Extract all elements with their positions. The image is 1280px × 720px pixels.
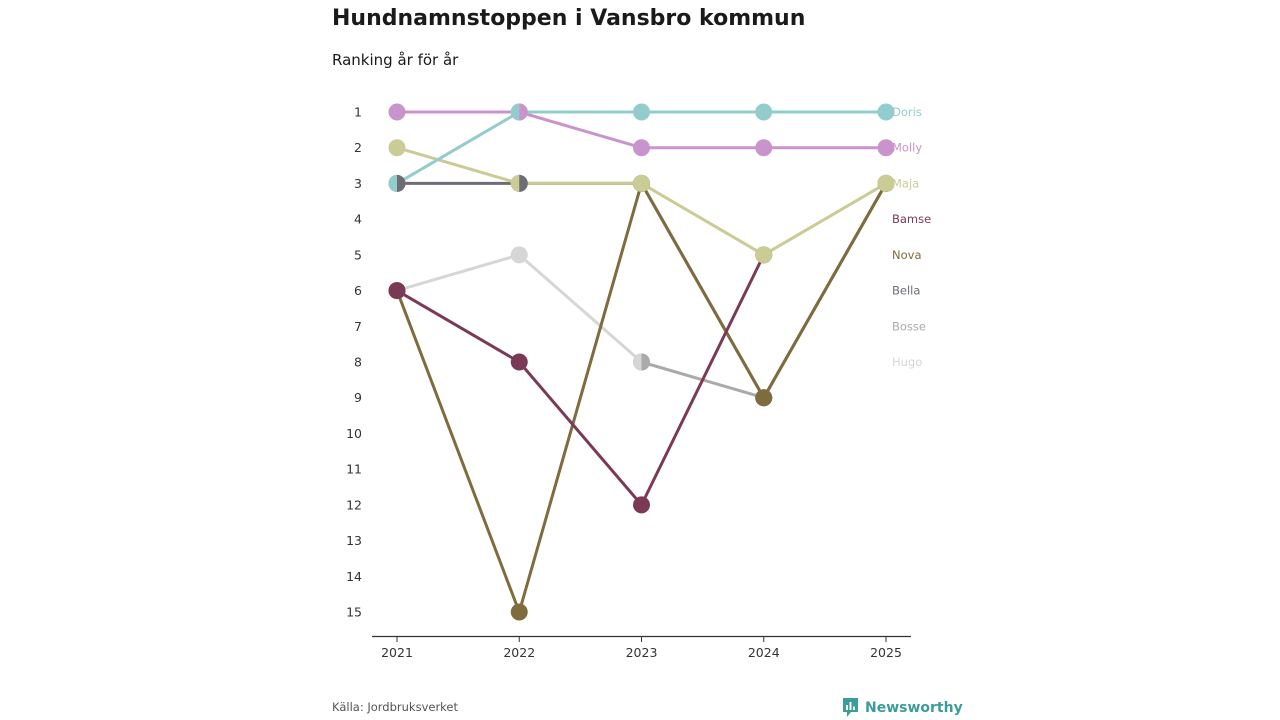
point-molly-2025 (877, 139, 895, 157)
point-overlap-right-2021-3 (397, 174, 406, 192)
x-tick-label-2022: 2022 (503, 645, 535, 660)
source-note: Källa: Jordbruksverket (332, 700, 459, 714)
point-bamse-2021 (388, 282, 406, 300)
point-overlap-left-2022-1 (510, 103, 520, 121)
y-tick-label-4: 4 (354, 212, 362, 227)
y-tick-label-6: 6 (354, 283, 362, 298)
point-molly-2024 (755, 139, 773, 157)
end-label-bamse: Bamse (892, 212, 931, 226)
point-overlap-left-2023-8 (633, 353, 642, 371)
point-nova-2024 (755, 389, 773, 407)
y-tick-label-15: 15 (346, 605, 362, 620)
end-label-maja: Maja (892, 176, 919, 190)
series-line-maja (395, 146, 888, 257)
point-doris-2023 (633, 103, 650, 121)
y-tick-label-12: 12 (346, 497, 362, 512)
y-tick-label-13: 13 (346, 533, 362, 548)
end-labels: Doris Molly Maja Bamse Nova Bella Bosse Hugo (892, 105, 931, 369)
point-maja-2025 (877, 174, 895, 192)
end-label-bella: Bella (892, 284, 920, 298)
series-line-bamse (395, 253, 766, 507)
y-tick-label-11: 11 (346, 462, 362, 477)
y-tick-label-5: 5 (354, 247, 362, 262)
point-overlap-right-2022-1 (519, 103, 528, 121)
series-points (388, 103, 895, 621)
end-label-molly: Molly (892, 141, 922, 155)
point-maja-2024 (755, 246, 773, 264)
point-hugo-2022 (510, 246, 528, 264)
y-tick-label-9: 9 (354, 390, 362, 405)
y-tick-label-1: 1 (354, 105, 362, 120)
series-line-nova (395, 181, 888, 614)
point-maja-2021 (388, 139, 406, 157)
point-bamse-2023 (633, 496, 650, 514)
x-tick-label-2024: 2024 (748, 645, 780, 660)
point-doris-2024 (755, 103, 773, 121)
end-label-hugo: Hugo (892, 355, 922, 369)
chart-title: Hundnamnstoppen i Vansbro kommun (332, 6, 806, 31)
brand-name: Newsworthy (865, 699, 963, 716)
brand-logo: Newsworthy (842, 697, 963, 718)
y-tick-label-14: 14 (346, 569, 362, 584)
y-tick-label-7: 7 (354, 319, 362, 334)
x-tick-label-2025: 2025 (870, 645, 902, 660)
point-doris-2025 (877, 103, 895, 121)
x-tick-label-2023: 2023 (626, 645, 658, 660)
point-nova-2022 (510, 603, 528, 621)
y-tick-label-8: 8 (354, 355, 362, 370)
newsworthy-logo-icon (843, 698, 858, 717)
point-overlap-right-2023-8 (641, 353, 650, 371)
point-bamse-2022 (510, 353, 528, 371)
end-label-bosse: Bosse (892, 319, 926, 333)
end-label-nova: Nova (892, 248, 922, 262)
point-maja-2023 (633, 174, 650, 192)
x-tick-label-2021: 2021 (381, 645, 413, 660)
point-molly-2023 (633, 139, 650, 157)
y-tick-label-3: 3 (354, 176, 362, 191)
point-molly-2021 (388, 103, 406, 121)
point-overlap-right-2022-3 (519, 174, 528, 192)
end-label-doris: Doris (892, 105, 922, 119)
point-overlap-left-2022-3 (510, 174, 520, 192)
axes: 2021 2022 2023 2024 202512345678910111213141… (346, 105, 911, 660)
y-tick-label-10: 10 (346, 426, 362, 441)
chart-subtitle: Ranking år för år (332, 51, 459, 69)
point-overlap-left-2021-3 (388, 174, 397, 192)
y-tick-label-2: 2 (354, 140, 362, 155)
